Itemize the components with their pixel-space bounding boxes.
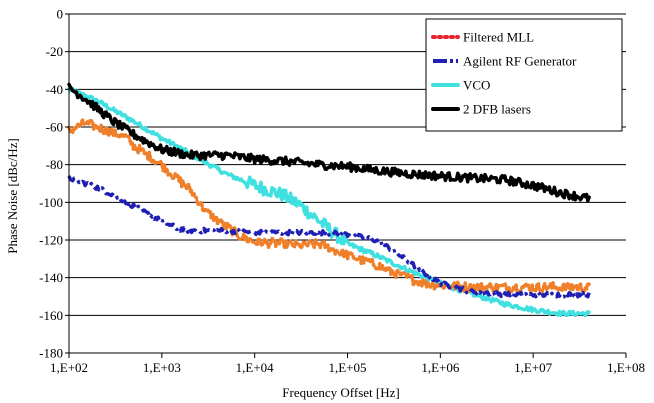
y-tick-label: 0 <box>57 7 64 22</box>
y-tick-label: -20 <box>46 44 63 59</box>
x-tick-label: 1,E+03 <box>143 360 181 375</box>
legend-label: VCO <box>463 78 490 93</box>
legend-label: Agilent RF Generator <box>463 54 577 69</box>
series-line-filtered-mll <box>67 118 591 294</box>
series-line-2-dfb-lasers <box>67 82 591 203</box>
y-tick-label: -80 <box>46 157 63 172</box>
y-tick-label: -140 <box>39 270 63 285</box>
legend-label: 2 DFB lasers <box>463 102 531 117</box>
y-axis-title: Phase Noise [dBc/Hz] <box>5 138 20 254</box>
y-tick-label: -100 <box>39 195 63 210</box>
x-tick-label: 1,E+05 <box>328 360 366 375</box>
series-line-vco <box>67 86 591 318</box>
x-tick-label: 1,E+04 <box>236 360 275 375</box>
y-tick-label: -120 <box>39 233 63 248</box>
axes <box>65 13 627 358</box>
y-tick-label: -60 <box>46 120 63 135</box>
series-lines <box>67 82 591 318</box>
x-tick-label: 1,E+07 <box>514 360 553 375</box>
y-tick-label: -40 <box>46 82 63 97</box>
x-tick-label: 1,E+02 <box>50 360 88 375</box>
series-line-agilent-rf-generator <box>67 175 591 299</box>
y-tick-label: -180 <box>39 346 63 361</box>
x-tick-label: 1,E+06 <box>421 360 460 375</box>
legend: Filtered MLL Agilent RF Generator VCO 2 DFB… <box>425 18 623 132</box>
x-tick-label: 1,E+08 <box>607 360 645 375</box>
legend-label: Filtered MLL <box>463 30 534 45</box>
y-tick-label: -160 <box>39 308 63 323</box>
x-axis-title: Frequency Offset [Hz] <box>282 385 399 400</box>
legend-entries: Filtered MLL Agilent RF Generator VCO 2 DFB… <box>431 30 577 117</box>
